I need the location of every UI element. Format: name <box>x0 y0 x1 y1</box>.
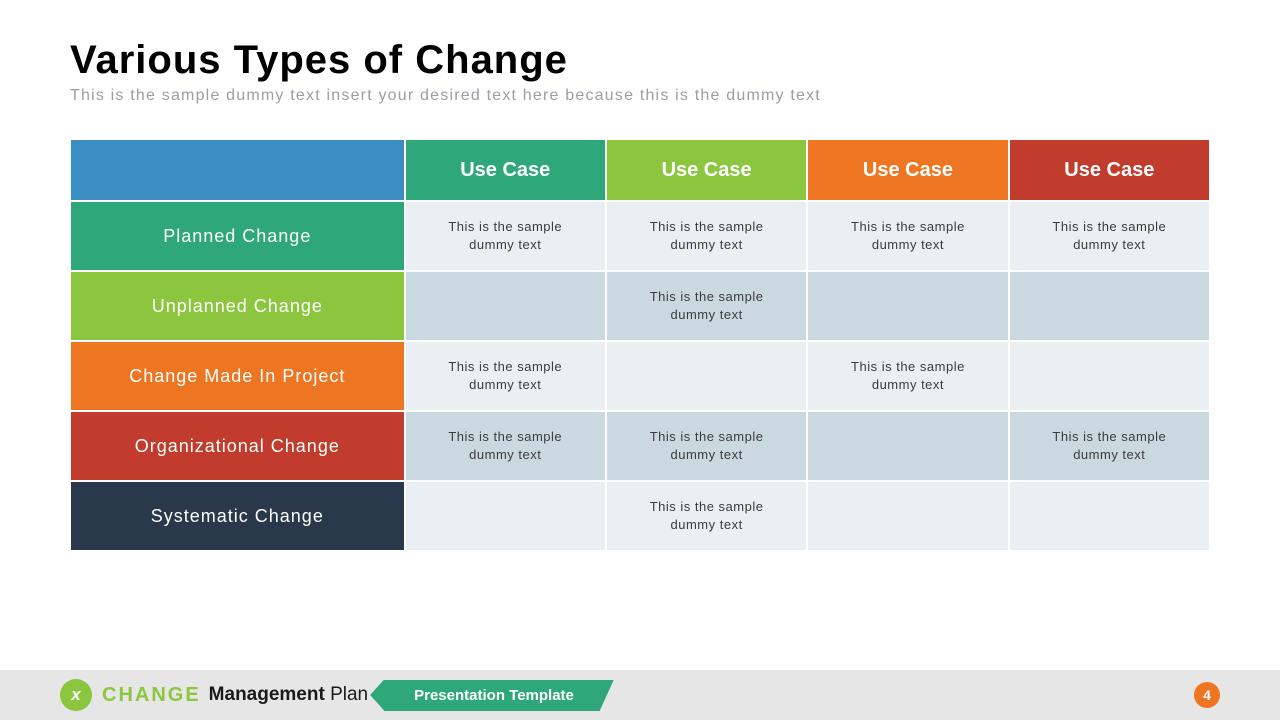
ribbon-label: Presentation Template <box>384 680 600 711</box>
table-cell: This is the sampledummy text <box>606 481 807 551</box>
table-cell <box>807 271 1008 341</box>
table-cell <box>1009 481 1210 551</box>
brand-change: CHANGE <box>102 684 201 707</box>
table-cell <box>1009 341 1210 411</box>
row-label: Organizational Change <box>70 411 405 481</box>
table-cell <box>807 411 1008 481</box>
column-header: Use Case <box>1009 139 1210 201</box>
page-title: Various Types of Change <box>70 38 1210 83</box>
table-cell: This is the sampledummy text <box>405 201 606 271</box>
table-cell <box>1009 271 1210 341</box>
column-header: Use Case <box>405 139 606 201</box>
row-label: Planned Change <box>70 201 405 271</box>
table-row: Systematic Change This is the sampledummy… <box>70 481 1210 551</box>
table-cell <box>606 341 807 411</box>
row-label: Systematic Change <box>70 481 405 551</box>
page-number-badge: 4 <box>1194 682 1220 708</box>
column-header: Use Case <box>606 139 807 201</box>
row-label: Unplanned Change <box>70 271 405 341</box>
table-cell <box>807 481 1008 551</box>
table-row: Unplanned Change This is the sampledummy … <box>70 271 1210 341</box>
table-cell: This is the sampledummy text <box>606 411 807 481</box>
table-cell: This is the sampledummy text <box>606 271 807 341</box>
page-subtitle: This is the sample dummy text insert you… <box>70 87 1210 105</box>
brand-management-plan: Management Plan <box>209 684 384 706</box>
footer-bar: x CHANGE Management Plan Presentation Te… <box>0 670 1280 720</box>
table-row: Planned ChangeThis is the sampledummy te… <box>70 201 1210 271</box>
table-row: Change Made In ProjectThis is the sample… <box>70 341 1210 411</box>
table-cell <box>405 271 606 341</box>
table-cell: This is the sampledummy text <box>1009 201 1210 271</box>
table-cell: This is the sampledummy text <box>405 411 606 481</box>
column-header: Use Case <box>807 139 1008 201</box>
table-cell: This is the sampledummy text <box>606 201 807 271</box>
table-cell: This is the sampledummy text <box>807 341 1008 411</box>
table-cell <box>405 481 606 551</box>
table-row: Organizational ChangeThis is the sampled… <box>70 411 1210 481</box>
table-cell: This is the sampledummy text <box>405 341 606 411</box>
table-corner <box>70 139 405 201</box>
table-cell: This is the sampledummy text <box>807 201 1008 271</box>
logo-badge: x <box>60 679 92 711</box>
row-label: Change Made In Project <box>70 341 405 411</box>
change-types-table: Use CaseUse CaseUse CaseUse Case Planned… <box>70 139 1210 551</box>
table-cell: This is the sampledummy text <box>1009 411 1210 481</box>
